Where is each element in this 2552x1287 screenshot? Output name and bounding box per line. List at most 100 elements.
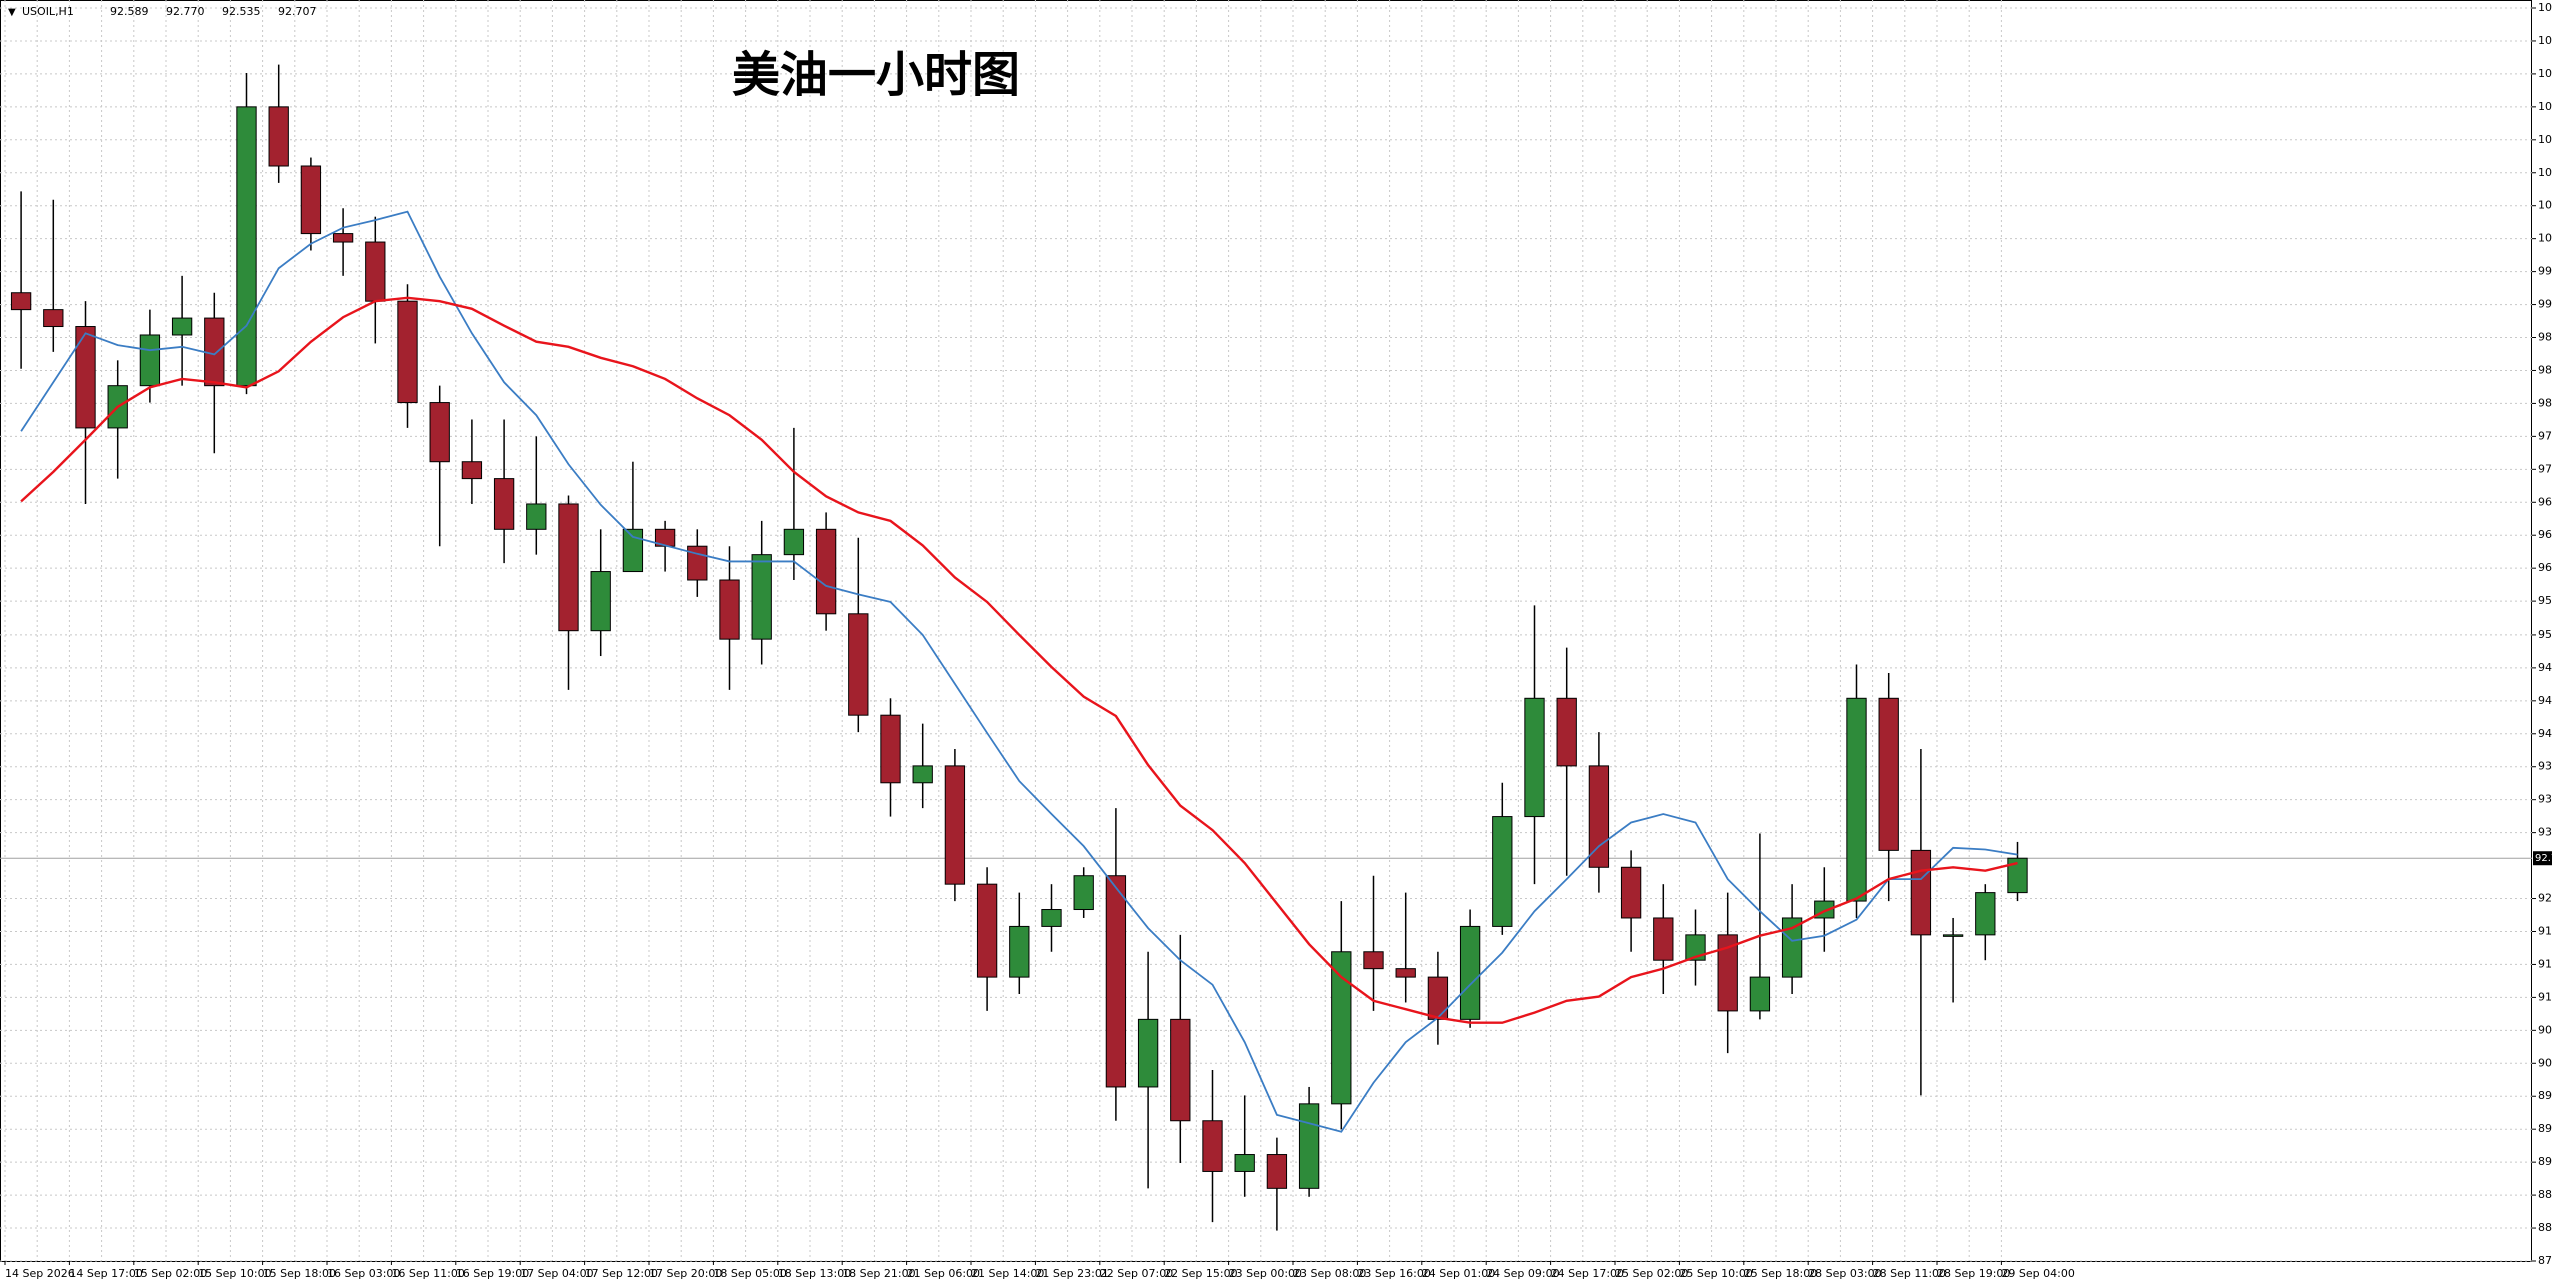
y-tick-label: 99.260 <box>2538 298 2552 311</box>
x-tick-label: 18 Sep 21:00 <box>842 1267 915 1280</box>
y-tick-label: 89.110 <box>2538 1155 2552 1168</box>
candle-body <box>236 106 257 387</box>
x-tick-label: 16 Sep 11:00 <box>391 1267 464 1280</box>
candle-body <box>1234 1154 1255 1172</box>
candle-body <box>1653 917 1674 961</box>
candle-body <box>268 106 289 167</box>
marks <box>10 64 2028 1231</box>
y-tick-label: 94.180 <box>2538 727 2552 740</box>
grid <box>0 0 2532 1262</box>
y-tick-label: 91.060 <box>2538 990 2552 1003</box>
y-tick-label: 100.43 <box>2538 199 2552 212</box>
x-tick-label: 18 Sep 05:00 <box>713 1267 786 1280</box>
y-tick-label: 99.650 <box>2538 265 2552 278</box>
current-price-label: 92.707 <box>2535 853 2552 864</box>
x-tick-label: 28 Sep 11:00 <box>1873 1267 1946 1280</box>
y-tick-label: 88.330 <box>2538 1221 2552 1234</box>
x-tick-label: 14 Sep 2026 <box>5 1267 75 1280</box>
x-tick-label: 21 Sep 23:01 <box>1035 1267 1108 1280</box>
candle-body <box>751 554 772 640</box>
x-tick-label: 16 Sep 19:00 <box>456 1267 529 1280</box>
candle-body <box>1781 917 1803 978</box>
x-tick-label: 22 Sep 07:00 <box>1100 1267 1173 1280</box>
candle-body <box>204 317 225 387</box>
candle-body <box>1395 968 1416 978</box>
candle-body <box>590 571 611 632</box>
candle-body <box>815 528 837 615</box>
candle-body <box>783 528 805 556</box>
candle-body <box>912 765 933 784</box>
y-tick-label: 91.450 <box>2538 957 2552 970</box>
candle-body <box>1073 875 1094 911</box>
y-tick-label: 101.60 <box>2538 100 2552 113</box>
y-tick-label: 102.38 <box>2538 34 2552 47</box>
x-tick-label: 24 Sep 17:00 <box>1551 1267 1624 1280</box>
x-tick-label: 28 Sep 03:00 <box>1808 1267 1881 1280</box>
menu-arrow: ▼ <box>8 7 16 18</box>
candle-body <box>429 402 450 463</box>
candle-body <box>1942 934 1964 937</box>
candle-body <box>1749 976 1771 1012</box>
y-tick-label: 97.310 <box>2538 462 2552 475</box>
plot-frame <box>0 0 2532 1262</box>
x-tick-label: 25 Sep 10:00 <box>1679 1267 1752 1280</box>
header-price: 92.535 <box>222 5 261 18</box>
y-tick-label: 89.890 <box>2538 1089 2552 1102</box>
candle-body <box>1363 951 1384 970</box>
x-tick-label: 29 Sep 04:00 <box>2001 1267 2074 1280</box>
candle-body <box>1620 866 1642 919</box>
y-tick-label: 90.670 <box>2538 1023 2552 1036</box>
y-tick-label: 95.750 <box>2538 594 2552 607</box>
x-tick-label: 15 Sep 18:00 <box>263 1267 336 1280</box>
candle-body <box>2007 857 2028 894</box>
y-tick-label: 101.21 <box>2538 133 2552 146</box>
y-tick-label: 93.010 <box>2538 826 2552 839</box>
y-tick-label: 92.230 <box>2538 892 2552 905</box>
candle-body <box>1717 934 1738 1012</box>
y-tick-label: 94.960 <box>2538 661 2552 674</box>
x-tick-label: 24 Sep 09:00 <box>1486 1267 1559 1280</box>
x-tick-label: 17 Sep 20:00 <box>649 1267 722 1280</box>
candle-body <box>1105 875 1127 1088</box>
x-tick-label: 14 Sep 17:00 <box>69 1267 142 1280</box>
candle-body <box>526 503 547 530</box>
x-tick-label: 18 Sep 13:00 <box>778 1267 851 1280</box>
y-tick-label: 100.82 <box>2538 166 2552 179</box>
candle-body <box>1202 1120 1223 1172</box>
candle-body <box>1492 816 1513 927</box>
candle-body <box>719 579 740 640</box>
x-tick-label: 21 Sep 06:00 <box>907 1267 980 1280</box>
chart-title: 美油一小时图 <box>732 47 1020 103</box>
x-tick-label: 15 Sep 10:00 <box>198 1267 271 1280</box>
candle-body <box>397 300 418 404</box>
x-tick-label: 17 Sep 04:00 <box>520 1267 593 1280</box>
candle-body <box>1266 1154 1288 1189</box>
candle-body <box>848 613 869 716</box>
x-tick-label: 17 Sep 12:00 <box>585 1267 658 1280</box>
x-tick-label: 25 Sep 18:00 <box>1744 1267 1817 1280</box>
y-tick-label: 95.350 <box>2538 628 2552 641</box>
y-tick-label: 93.790 <box>2538 760 2552 773</box>
x-tick-label: 23 Sep 16:00 <box>1357 1267 1430 1280</box>
candle-body <box>880 714 901 784</box>
y-tick-label: 98.870 <box>2538 331 2552 344</box>
x-tick-label: 15 Sep 02:00 <box>134 1267 207 1280</box>
candle-body <box>1170 1018 1191 1122</box>
candle-body <box>1685 934 1706 961</box>
candle-body <box>1137 1018 1159 1088</box>
y-tick-label: 91.840 <box>2538 924 2552 937</box>
y-tick-label: 102.77 <box>2538 1 2552 14</box>
x-tick-label: 24 Sep 01:00 <box>1422 1267 1495 1280</box>
candle-body <box>1556 697 1577 767</box>
candle-body <box>1009 925 1030 978</box>
header-price: 92.770 <box>166 5 205 18</box>
symbol: USOIL,H1 <box>22 5 74 18</box>
candle-body <box>944 765 966 885</box>
candle-body <box>1427 976 1449 1020</box>
header-price: 92.707 <box>278 5 317 18</box>
candle-body <box>1041 909 1062 927</box>
x-tick-label: 23 Sep 00:00 <box>1229 1267 1302 1280</box>
candle-body <box>1878 697 1899 851</box>
